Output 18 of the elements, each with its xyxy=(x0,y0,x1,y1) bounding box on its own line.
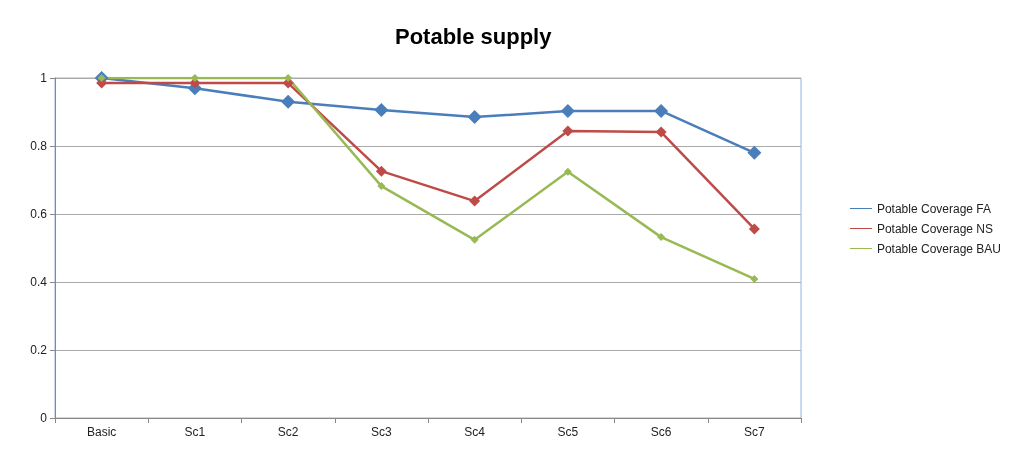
legend-label: Potable Coverage BAU xyxy=(876,241,1002,256)
legend-label: Potable Coverage FA xyxy=(876,201,992,216)
y-tick-label: 0 xyxy=(40,411,48,425)
chart-title: Potable supply xyxy=(395,23,553,49)
x-tick-label: Sc5 xyxy=(557,425,579,439)
y-tick-label: 0.6 xyxy=(30,207,48,221)
y-tick-label: 1 xyxy=(40,71,48,85)
x-tick-label: Sc3 xyxy=(371,425,393,439)
x-tick-label: Basic xyxy=(86,425,117,439)
y-tick-label: 0.4 xyxy=(30,275,48,289)
y-tick-label: 0.2 xyxy=(30,343,48,357)
x-tick-label: Sc4 xyxy=(464,425,486,439)
x-tick-label: Sc6 xyxy=(650,425,672,439)
x-tick-label: Sc1 xyxy=(184,425,206,439)
x-tick-label: Sc2 xyxy=(277,425,299,439)
legend-label: Potable Coverage NS xyxy=(876,221,994,236)
y-tick-label: 0.8 xyxy=(30,139,48,153)
x-tick-label: Sc7 xyxy=(744,425,766,439)
